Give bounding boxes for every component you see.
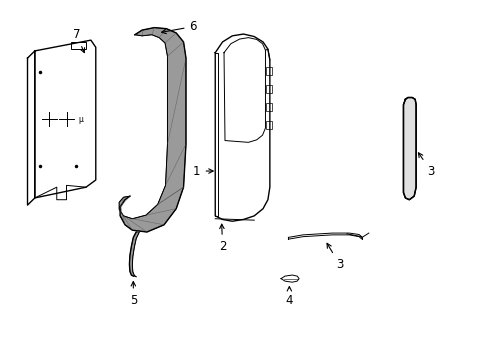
Bar — [266, 67, 272, 75]
Text: 4: 4 — [285, 287, 292, 307]
Text: 2: 2 — [218, 224, 226, 253]
Bar — [266, 85, 272, 93]
Text: μ: μ — [79, 114, 83, 123]
Bar — [266, 121, 272, 129]
Polygon shape — [403, 98, 415, 200]
Text: 5: 5 — [129, 282, 137, 307]
Text: 3: 3 — [418, 153, 434, 177]
Text: 6: 6 — [162, 20, 197, 33]
Text: 7: 7 — [72, 28, 84, 53]
Polygon shape — [129, 232, 139, 277]
Polygon shape — [119, 28, 185, 232]
Bar — [71, 42, 86, 49]
Text: 1: 1 — [193, 165, 213, 177]
Bar — [266, 103, 272, 111]
Text: 3: 3 — [326, 243, 343, 271]
